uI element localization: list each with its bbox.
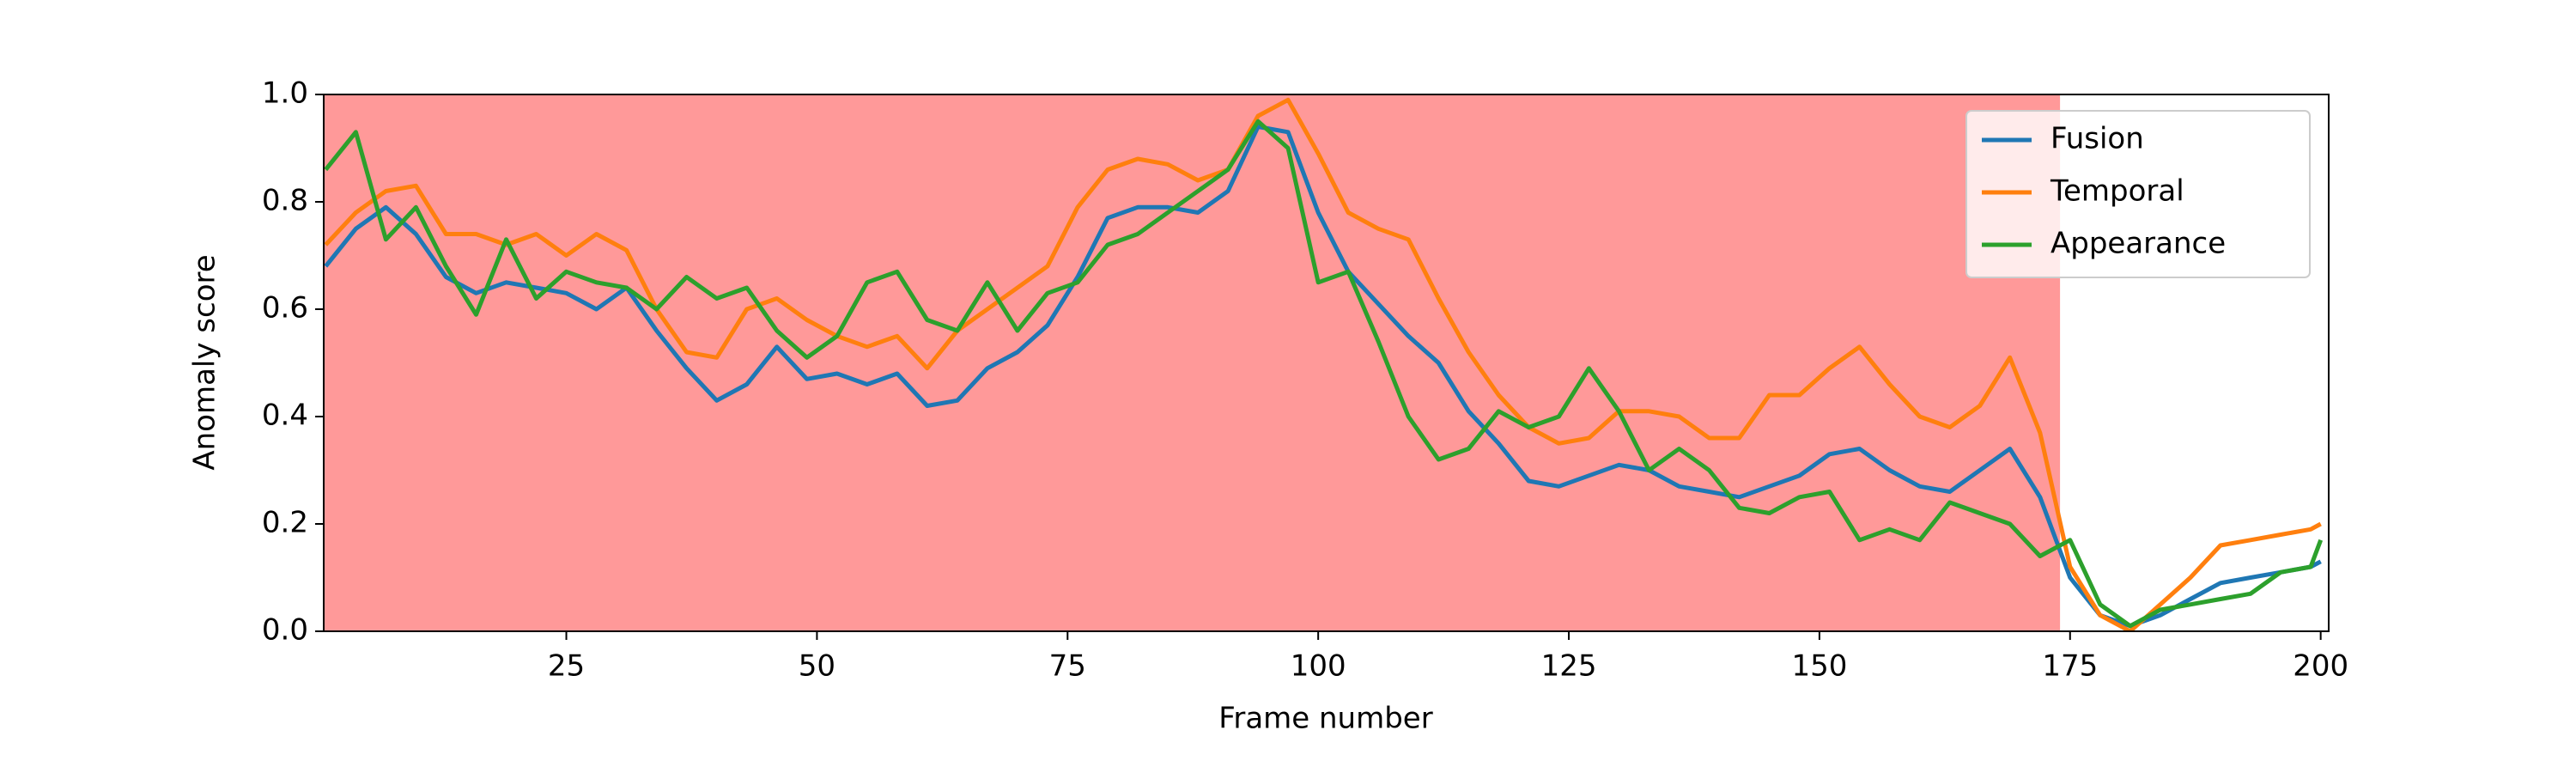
legend-box: [1965, 110, 2311, 278]
x-tick-label: 150: [1791, 649, 1847, 684]
plot-area: [324, 94, 2324, 631]
x-tick-label: 125: [1541, 649, 1597, 684]
y-tick-label: 0.2: [262, 506, 308, 540]
x-tick-label: 100: [1291, 649, 1346, 684]
axes-frame: [323, 94, 2330, 632]
series-line: [324, 119, 2324, 629]
anomaly-region: [324, 94, 2061, 631]
y-axis-label: Anomaly score: [188, 254, 222, 470]
x-tick-label: 175: [2042, 649, 2098, 684]
x-tick-label: 25: [548, 649, 585, 684]
legend-label: Temporal: [2050, 174, 2184, 209]
x-axis-label: Frame number: [1218, 702, 1432, 736]
y-tick-label: 0.0: [262, 613, 308, 648]
x-tick-label: 50: [799, 649, 835, 684]
legend-label: Appearance: [2050, 227, 2226, 261]
legend: Fusion Temporal Appearance: [1965, 110, 2311, 278]
legend-label: Fusion: [2050, 122, 2144, 156]
y-tick-label: 1.0: [262, 76, 308, 111]
x-tick-label: 75: [1049, 649, 1086, 684]
y-tick-label: 0.6: [262, 291, 308, 326]
series-line: [324, 125, 2322, 629]
y-tick-label: 0.8: [262, 184, 308, 218]
x-tick-label: 200: [2293, 649, 2348, 684]
series-line: [324, 97, 2322, 631]
y-tick-label: 0.4: [262, 399, 308, 433]
